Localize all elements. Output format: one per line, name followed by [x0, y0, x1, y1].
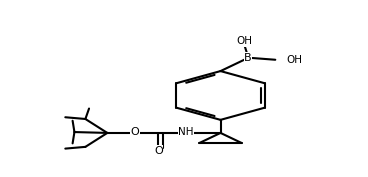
Text: NH: NH: [178, 127, 194, 136]
Text: OH: OH: [236, 36, 252, 46]
Text: O: O: [130, 127, 139, 137]
Text: O: O: [154, 146, 163, 156]
Text: B: B: [244, 53, 252, 63]
Text: OH: OH: [286, 55, 302, 65]
